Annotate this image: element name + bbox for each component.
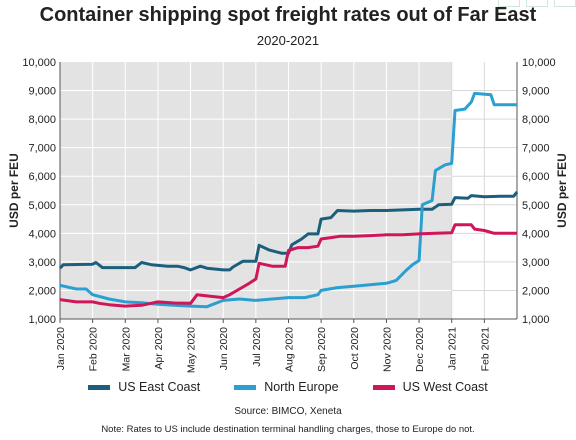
y-tick-label-right: 9,000 [522, 86, 550, 98]
x-tick-label: May 2020 [186, 327, 198, 373]
x-tick-label: Apr 2020 [153, 327, 165, 370]
y-axis-label-right: USD per FEU [555, 153, 569, 228]
toolbar-tab-fragment [498, 0, 520, 7]
series-line-us-east-coast [58, 190, 519, 272]
legend-label-north-europe: North Europe [264, 380, 339, 394]
y-tick-label-left: 4,000 [28, 228, 56, 240]
x-tick-label: Dec 2020 [414, 327, 426, 372]
y-tick-label-left: 10,000 [22, 57, 56, 69]
x-tick-label: Sep 2020 [316, 327, 328, 372]
y-tick-label-left: 8,000 [28, 114, 56, 126]
legend-swatch-us-west-coast [372, 384, 395, 390]
line-chart: 1,000 1,000 2,000 2,000 3,000 3,000 4,000 4,000… [7, 57, 569, 373]
y-axis-label-left: USD per FEU [7, 153, 21, 228]
x-tick-label: Jan 2021 [447, 327, 459, 370]
y-tick-label-right: 1,000 [522, 314, 550, 326]
x-tick-label: Jul 2020 [251, 327, 263, 367]
legend-swatch-north-europe [234, 384, 257, 390]
y-tick-label-right: 5,000 [522, 200, 550, 212]
x-tick-label: Mar 2020 [120, 327, 132, 372]
y-tick-label-right: 4,000 [522, 228, 550, 240]
legend-swatch-us-east-coast [88, 384, 111, 390]
y-tick-label-right: 7,000 [522, 143, 550, 155]
x-tick-label: Jun 2020 [218, 327, 230, 370]
series-line-us-west-coast [59, 223, 517, 308]
y-tick-label-left: 1,000 [28, 314, 56, 326]
legend-label-us-west-coast: US West Coast [402, 380, 488, 394]
toolbar-tab-fragment [526, 0, 548, 7]
y-tick-label-right: 2,000 [522, 285, 550, 297]
y-tick-label-left: 2,000 [28, 285, 56, 297]
legend-label-us-east-coast: US East Coast [118, 380, 201, 394]
x-tick-label: Nov 2020 [381, 327, 393, 372]
y-tick-label-right: 8,000 [522, 114, 550, 126]
legend-item-north-europe: North Europe [234, 380, 339, 394]
y-tick-label-left: 7,000 [28, 143, 56, 155]
y-tick-label-right: 6,000 [522, 171, 550, 183]
chart-note: Note: Rates to US include destination te… [101, 424, 475, 435]
x-tick-label: Feb 2020 [88, 327, 100, 372]
x-tick-label: Feb 2021 [479, 327, 491, 372]
chart-title: Container shipping spot freight rates ou… [39, 4, 537, 26]
y-tick-label-left: 9,000 [28, 86, 56, 98]
chart-subtitle: 2020-2021 [256, 33, 320, 48]
x-tick-label: Aug 2020 [284, 327, 296, 372]
legend-item-us-west-coast: US West Coast [372, 380, 488, 394]
y-tick-label-left: 5,000 [28, 200, 56, 212]
y-tick-label-right: 10,000 [522, 57, 556, 69]
chart-source: Source: BIMCO, Xeneta [234, 406, 342, 417]
y-tick-label-left: 6,000 [28, 171, 56, 183]
chart-legend: US East Coast North Europe US West Coast [0, 380, 576, 394]
y-tick-label-right: 3,000 [522, 257, 550, 269]
legend-item-us-east-coast: US East Coast [88, 380, 200, 394]
x-tick-label: Jan 2020 [55, 327, 67, 370]
x-tick-label: Oct 2020 [349, 327, 361, 370]
y-tick-label-left: 3,000 [28, 257, 56, 269]
